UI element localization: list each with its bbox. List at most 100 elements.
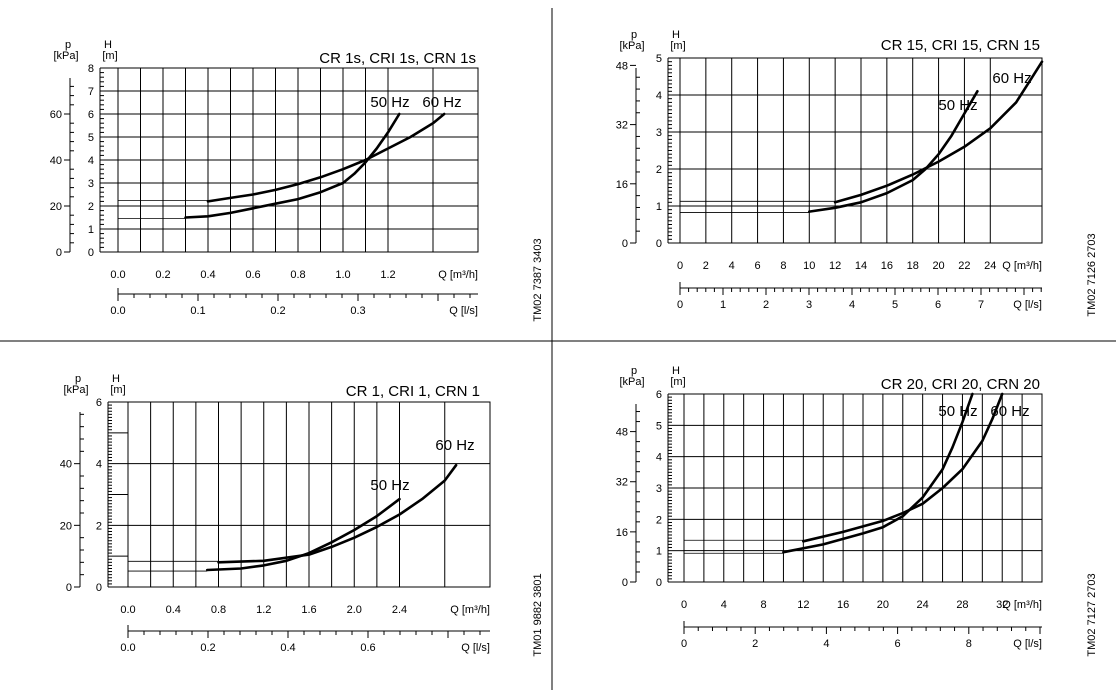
- chart-title: CR 1, CRI 1, CRN 1: [346, 383, 480, 400]
- pressure-axis-unit: [kPa]: [619, 376, 644, 388]
- flow-tick-label: 1.2: [256, 604, 271, 616]
- pressure-tick-label: 20: [60, 520, 72, 532]
- head-tick-label: 4: [96, 459, 102, 471]
- head-tick-label: 5: [656, 420, 662, 432]
- flow-tick-label: 0.6: [245, 269, 260, 281]
- pressure-tick-label: 0: [622, 238, 628, 250]
- pressure-tick-label: 60: [50, 109, 62, 121]
- head-axis-title: H: [672, 29, 680, 41]
- pressure-axis-unit: [kPa]: [619, 40, 644, 52]
- flow-ls-tick-label: 5: [892, 299, 898, 311]
- curve-label-60hz: 60 Hz: [990, 403, 1029, 420]
- flow-ls-tick-label: 1: [720, 299, 726, 311]
- head-axis-unit: [m]: [110, 384, 125, 396]
- flow-tick-label: 4: [721, 599, 727, 611]
- flow-tick-label: 1.6: [301, 604, 316, 616]
- flow-ls-tick-label: 6: [895, 638, 901, 650]
- flow-tick-label: 0.8: [290, 269, 305, 281]
- flow-ls-axis-title: Q [l/s]: [461, 642, 490, 654]
- flow-ls-tick-label: 0.2: [200, 642, 215, 654]
- pressure-axis-unit: [kPa]: [63, 384, 88, 396]
- flow-ls-tick-label: 0: [677, 299, 683, 311]
- pressure-axis-title: p: [75, 373, 81, 385]
- flow-ls-tick-label: 4: [823, 638, 829, 650]
- drawing-code: TM02 7127 2703: [1086, 573, 1098, 656]
- head-tick-label: 2: [88, 201, 94, 213]
- head-tick-label: 2: [96, 520, 102, 532]
- pressure-tick-label: 0: [622, 577, 628, 589]
- flow-tick-label: 1.2: [380, 269, 395, 281]
- flow-tick-label: 0: [677, 260, 683, 272]
- pressure-axis-title: p: [631, 29, 637, 41]
- flow-tick-label: 32: [996, 599, 1008, 611]
- flow-tick-label: 0.8: [211, 604, 226, 616]
- head-tick-label: 1: [656, 546, 662, 558]
- flow-axis-title: Q [m³/h]: [1002, 260, 1042, 272]
- flow-axis-title: Q [m³/h]: [450, 604, 490, 616]
- pressure-tick-label: 32: [616, 477, 628, 489]
- pressure-axis-unit: [kPa]: [53, 50, 78, 62]
- head-tick-label: 3: [88, 178, 94, 190]
- flow-tick-label: 24: [917, 599, 929, 611]
- drawing-code: TM02 7387 3403: [532, 238, 544, 321]
- panel-dividers: [0, 8, 1116, 690]
- head-tick-label: 6: [88, 109, 94, 121]
- flow-ls-tick-label: 3: [806, 299, 812, 311]
- head-tick-label: 6: [656, 389, 662, 401]
- flow-ls-tick-label: 0.0: [120, 642, 135, 654]
- curve-50hz: [782, 392, 974, 554]
- head-tick-label: 7: [88, 86, 94, 98]
- chart-title: CR 15, CRI 15, CRN 15: [881, 37, 1040, 54]
- pressure-tick-label: 40: [60, 459, 72, 471]
- flow-tick-label: 16: [837, 599, 849, 611]
- flow-ls-tick-label: 2: [763, 299, 769, 311]
- head-tick-label: 5: [656, 53, 662, 65]
- pressure-tick-label: 16: [616, 527, 628, 539]
- drawing-code: TM02 7126 2703: [1086, 233, 1098, 316]
- head-axis-title: H: [672, 365, 680, 377]
- flow-ls-axis-title: Q [l/s]: [1013, 299, 1042, 311]
- flow-tick-label: 0: [681, 599, 687, 611]
- head-tick-label: 2: [656, 164, 662, 176]
- curve-50hz: [808, 90, 979, 213]
- head-tick-label: 3: [656, 483, 662, 495]
- flow-ls-axis-title: Q [l/s]: [449, 305, 478, 317]
- head-tick-label: 0: [656, 238, 662, 250]
- pressure-tick-label: 20: [50, 201, 62, 213]
- head-tick-label: 0: [96, 582, 102, 594]
- pressure-tick-label: 48: [616, 60, 628, 72]
- flow-ls-axis-title: Q [l/s]: [1013, 638, 1042, 650]
- flow-tick-label: 2.4: [392, 604, 407, 616]
- flow-tick-label: 20: [932, 260, 944, 272]
- flow-tick-label: 6: [755, 260, 761, 272]
- flow-ls-tick-label: 4: [849, 299, 855, 311]
- curve-label-60hz: 60 Hz: [435, 437, 474, 454]
- head-axis-unit: [m]: [670, 40, 685, 52]
- flow-tick-label: 18: [907, 260, 919, 272]
- curve-label-50hz: 50 Hz: [370, 94, 409, 111]
- flow-ls-tick-label: 8: [966, 638, 972, 650]
- performance-chart-1: 0 1 2 3 4 5 6 7 8H[m] 0 20 40 60 p[kPa] 0.0 0.2 0.4 0.6 0.…: [50, 39, 544, 322]
- flow-ls-tick-label: 6: [935, 299, 941, 311]
- curve-label-50hz: 50 Hz: [938, 403, 977, 420]
- head-axis-unit: [m]: [670, 376, 685, 388]
- curve-50hz: [184, 112, 401, 219]
- head-tick-label: 6: [96, 397, 102, 409]
- flow-tick-label: 1.0: [335, 269, 350, 281]
- flow-tick-label: 4: [729, 260, 735, 272]
- pressure-axis-title: p: [631, 365, 637, 377]
- flow-tick-label: 0.4: [166, 604, 181, 616]
- flow-ls-tick-label: 0: [681, 638, 687, 650]
- flow-ls-tick-label: 0.2: [270, 305, 285, 317]
- head-tick-label: 3: [656, 127, 662, 139]
- flow-tick-label: 22: [958, 260, 970, 272]
- flow-tick-label: 10: [803, 260, 815, 272]
- head-axis-title: H: [112, 373, 120, 385]
- flow-tick-label: 0.0: [110, 269, 125, 281]
- pressure-tick-label: 0: [56, 247, 62, 259]
- drawing-code: TM01 9882 3801: [532, 573, 544, 656]
- head-tick-label: 0: [656, 577, 662, 589]
- flow-axis-title: Q [m³/h]: [1002, 599, 1042, 611]
